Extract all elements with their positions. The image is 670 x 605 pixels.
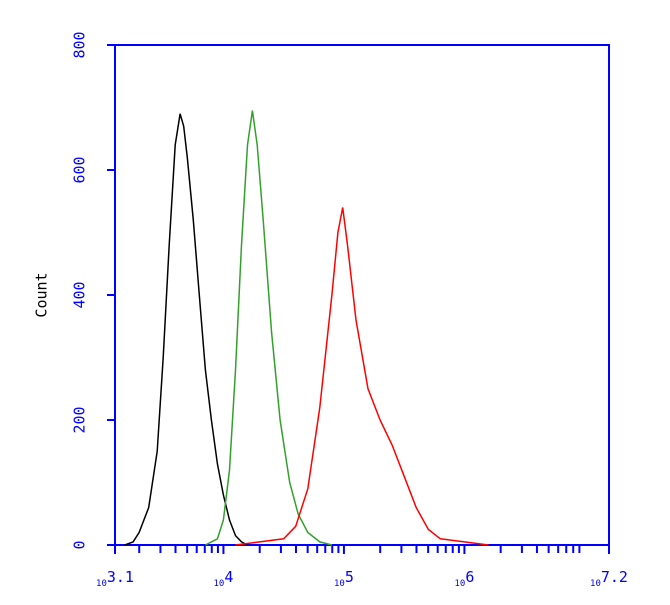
x-tick-base: 10 [454,579,465,589]
x-tick-exponent: 3.1 [107,568,134,586]
x-tick-exponent: 6 [465,568,474,586]
x-tick-exponent: 4 [224,568,233,586]
plot-frame [114,44,610,546]
x-tick-label: 103.1 [96,568,134,589]
x-tick-label: 105 [334,568,354,589]
x-tick-label: 104 [214,568,234,589]
x-tick-label: 106 [454,568,474,589]
x-tick-base: 10 [590,579,601,589]
x-tick-exponent: 7.2 [601,568,628,586]
x-tick-base: 10 [214,579,225,589]
x-tick-label: 107.2 [590,568,628,589]
x-tick-base: 10 [334,579,345,589]
histogram-line [124,113,248,546]
y-tick-label: 600 [71,156,89,183]
x-tick-base: 10 [96,579,107,589]
histogram-line [205,110,333,546]
x-tick-exponent: 5 [345,568,354,586]
histogram-line [235,207,489,546]
y-tick-label: 400 [71,281,89,308]
y-tick-label: 0 [71,540,89,549]
y-tick-label: 200 [71,406,89,433]
y-axis-label: Count [33,272,51,317]
y-tick-label: 800 [71,31,89,58]
